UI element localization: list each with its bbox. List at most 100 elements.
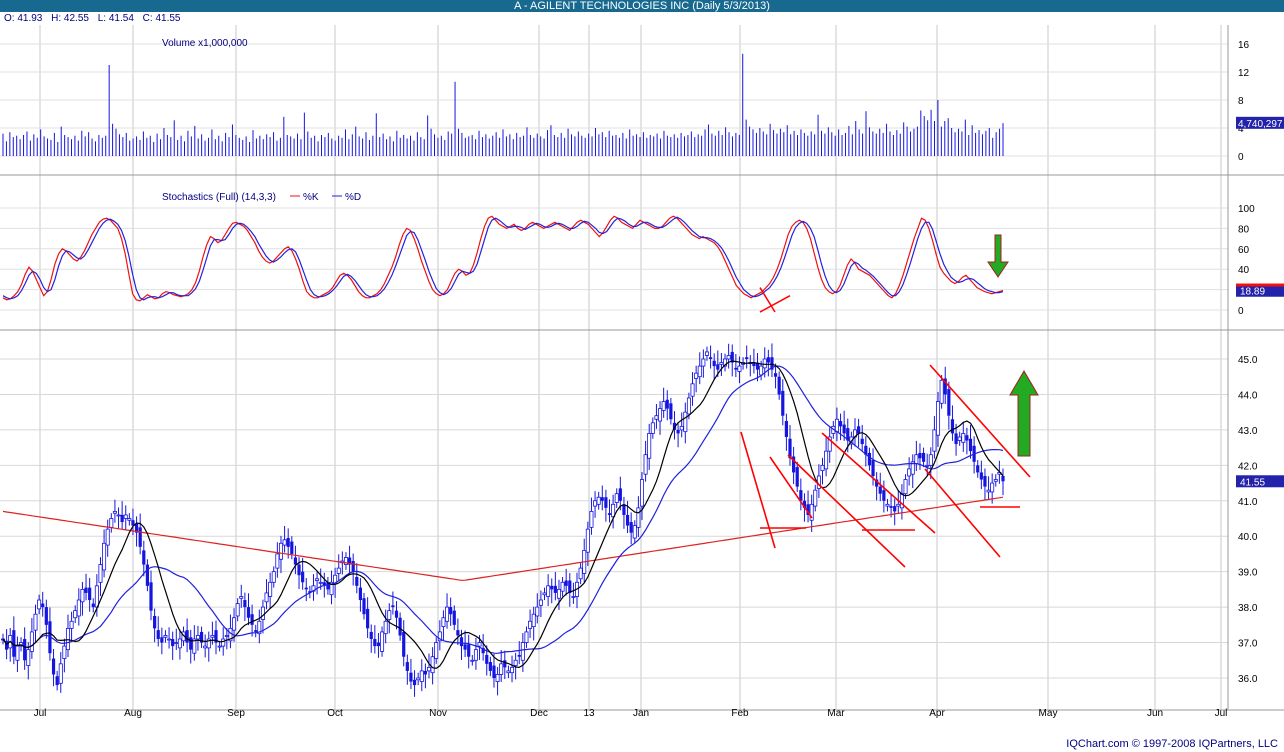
candle-body-up <box>80 588 85 603</box>
candle-body-up <box>520 642 525 661</box>
candle-body-up <box>264 592 269 603</box>
open-value: O: 41.93 <box>4 13 43 24</box>
candle-body-down <box>452 610 456 625</box>
candle-body-up <box>387 610 392 620</box>
price-last-box <box>1236 475 1284 488</box>
candle-body-down <box>553 585 557 593</box>
trend-line <box>740 431 776 549</box>
candle-body-down <box>23 639 27 661</box>
candle-body-up <box>650 422 655 434</box>
candle-body-down <box>781 390 785 416</box>
y-tick-label: 40.0 <box>1238 532 1258 543</box>
y-tick-label: 37.0 <box>1238 639 1258 650</box>
candle-body-up <box>477 642 482 647</box>
candle-body-up <box>163 635 168 638</box>
candle-body-down <box>488 662 492 671</box>
y-tick-label: 38.0 <box>1238 603 1258 614</box>
candle-body-up <box>239 596 244 599</box>
candle-body-down <box>950 419 955 434</box>
candle-body-up <box>571 596 576 598</box>
candle-body-up <box>701 358 706 367</box>
candle-body-down <box>145 564 150 586</box>
candle-body-down <box>947 389 951 416</box>
candle-body-down <box>1001 475 1005 482</box>
candle-body-up <box>441 617 446 628</box>
candle-body-down <box>921 452 926 462</box>
stoch-cross-mark <box>759 295 791 313</box>
candle-body-up <box>679 425 684 431</box>
sma-short-line <box>2 360 1004 670</box>
candle-body-up <box>593 500 598 507</box>
candle-body-up <box>993 479 998 482</box>
candle-body-up <box>925 464 930 467</box>
candle-body-up <box>123 514 128 519</box>
grid-lines <box>0 25 1284 711</box>
candle-body-up <box>560 581 565 592</box>
candle-body-up <box>578 567 583 580</box>
y-tick-label: 60 <box>1238 245 1250 256</box>
candle-body-up <box>430 656 435 674</box>
candle-body-up <box>235 603 240 617</box>
candle-body-up <box>885 503 890 507</box>
candle-body-down <box>322 582 326 586</box>
candle-body-down <box>160 637 164 643</box>
candle-body-down <box>44 607 48 625</box>
candle-body-down <box>120 514 124 523</box>
candle-body-up <box>271 571 276 583</box>
candle-body-down <box>730 351 734 363</box>
candle-body-down <box>199 631 204 643</box>
candle-body-up <box>737 365 742 372</box>
candle-body-up <box>329 581 334 596</box>
candle-body-down <box>568 580 572 593</box>
candle-body-up <box>127 518 132 521</box>
candle-body-up <box>426 666 431 672</box>
sma-mid-line <box>2 365 1004 654</box>
y-tick-label: 42.0 <box>1238 461 1258 472</box>
candle-body-up <box>221 638 226 647</box>
candle-body-down <box>550 585 554 590</box>
candle-body-up <box>62 645 67 659</box>
candle-body-down <box>301 571 305 583</box>
trend-line <box>924 468 1001 558</box>
x-tick-label: Feb <box>731 708 749 719</box>
candle-body-down <box>12 630 16 657</box>
candle-body-up <box>907 468 912 477</box>
candle-body-down <box>752 362 756 367</box>
candle-body-down <box>625 514 630 526</box>
volume-last-box <box>1236 116 1284 129</box>
candle-body-down <box>492 665 496 678</box>
candle-body-down <box>788 438 792 459</box>
x-tick-label: May <box>1039 708 1058 719</box>
candle-body-up <box>419 670 424 682</box>
candle-body-up <box>116 514 121 517</box>
candle-body-up <box>510 666 515 674</box>
x-tick-label: Jul <box>1215 708 1228 719</box>
y-tick-label: 45.0 <box>1238 355 1258 366</box>
candle-body-down <box>347 557 352 565</box>
candle-body-up <box>470 659 475 662</box>
candle-body-up <box>611 503 616 518</box>
x-tick-label: Mar <box>827 708 845 719</box>
candle-body-up <box>37 599 42 610</box>
candle-body-up <box>58 663 63 684</box>
candle-body-up <box>383 620 388 635</box>
candle-body-up <box>914 454 919 464</box>
candle-body-up <box>697 365 702 378</box>
candle-body-up <box>33 613 38 631</box>
trend-line <box>769 456 813 519</box>
candle-body-down <box>355 576 359 586</box>
sma-long-line <box>2 496 1004 581</box>
candle-body-down <box>629 522 633 533</box>
candle-body-down <box>463 644 467 650</box>
trend-line <box>821 432 936 534</box>
candle-body-down <box>676 429 680 434</box>
candle-body-up <box>506 670 511 674</box>
x-tick-label: Aug <box>124 708 142 719</box>
y-tick-label: 12 <box>1238 68 1250 79</box>
candle-body-up <box>98 564 103 583</box>
candle-body-down <box>777 376 781 395</box>
candle-body-down <box>189 637 193 650</box>
candle-body-up <box>29 631 34 652</box>
x-axis: Jul Aug Sep Oct Nov Dec 13 Jan Feb Mar Apr May Jun Ju… <box>34 708 1228 719</box>
candle-body-up <box>336 567 341 574</box>
